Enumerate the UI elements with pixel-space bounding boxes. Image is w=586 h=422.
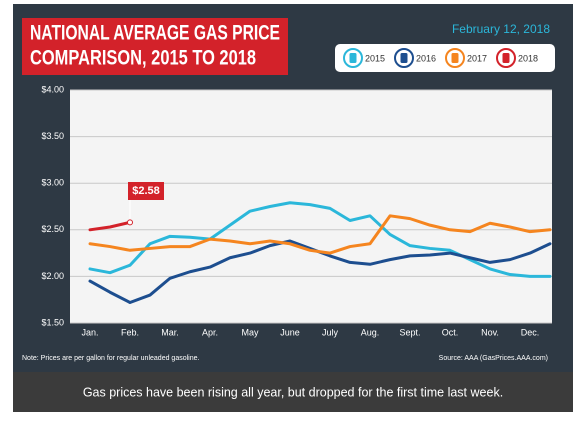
x-tick-label: Mar. xyxy=(161,327,179,337)
series-line xyxy=(88,220,132,232)
y-tick-label: $4.00 xyxy=(41,84,64,94)
chart-title: COMPARISON, 2015 TO 2018 xyxy=(30,47,256,70)
x-tick-label: Jan. xyxy=(81,327,98,337)
legend-icon xyxy=(496,48,516,68)
legend-label: 2017 xyxy=(467,53,487,63)
legend-icon-pump xyxy=(451,53,459,63)
legend-label: 2018 xyxy=(518,53,538,63)
chart-title: NATIONAL AVERAGE GAS PRICE xyxy=(30,22,280,45)
label-box xyxy=(128,182,164,200)
source: Source: AAA (GasPrices.AAA.com) xyxy=(439,355,548,362)
y-tick-label: $3.00 xyxy=(41,178,64,188)
x-tick-label: Sept. xyxy=(399,327,420,337)
date: February 12, 2018 xyxy=(452,22,550,36)
x-tick-label: Nov. xyxy=(481,327,499,337)
value-label: $2.58 xyxy=(132,185,160,197)
legend-label: 2016 xyxy=(416,53,436,63)
x-tick-label: Oct. xyxy=(442,327,459,337)
legend-icon xyxy=(343,48,363,68)
caption-bar xyxy=(13,372,573,412)
x-tick-label: Aug. xyxy=(361,327,380,337)
series-line xyxy=(88,201,552,278)
x-tick-label: May xyxy=(241,327,259,337)
plot-area xyxy=(70,90,552,323)
x-tick-label: Feb. xyxy=(121,327,139,337)
legend-icon-pump xyxy=(502,53,510,63)
y-tick-label: $2.50 xyxy=(41,224,64,234)
y-tick-label: $1.50 xyxy=(41,317,64,327)
label-point xyxy=(127,219,133,226)
x-tick-label: June xyxy=(280,327,300,337)
legend-label: 2015 xyxy=(365,53,385,63)
x-tick-label: Apr. xyxy=(202,327,218,337)
legend-icon-pump xyxy=(400,53,408,63)
y-tick-label: $3.50 xyxy=(41,131,64,141)
series-line xyxy=(88,214,552,255)
caption: Gas prices have been rising all year, bu… xyxy=(83,385,503,399)
legend-icon xyxy=(445,48,465,68)
x-tick-label: July xyxy=(322,327,339,337)
legend-icon-pump xyxy=(349,53,357,63)
x-tick-label: Dec. xyxy=(521,327,540,337)
legend-icon xyxy=(394,48,414,68)
note: Note: Prices are per gallon for regular … xyxy=(22,355,199,362)
title-box xyxy=(22,18,288,75)
y-tick-label: $2.00 xyxy=(41,271,64,281)
